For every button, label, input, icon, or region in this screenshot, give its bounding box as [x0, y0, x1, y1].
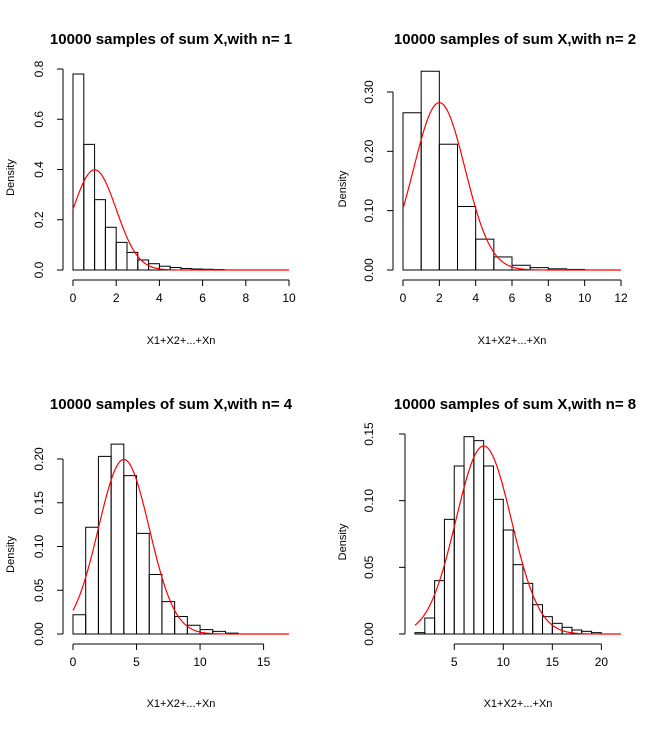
histogram-bar	[492, 498, 504, 635]
y-tick-label: 0.00	[362, 258, 376, 282]
y-tick-label: 0.10	[362, 489, 376, 513]
x-tick-label: 2	[436, 291, 443, 305]
histogram-bar	[115, 241, 128, 271]
x-tick-label: 10	[282, 291, 296, 305]
x-tick-label: 10	[497, 655, 511, 669]
histogram-bar	[420, 70, 440, 271]
x-tick-label: 15	[257, 655, 271, 669]
x-tick-label: 6	[509, 291, 516, 305]
chart-title: 10000 samples of sum X,with n= 4	[50, 396, 293, 413]
x-tick-label: 10	[193, 655, 207, 669]
y-tick-label: 0.6	[32, 111, 46, 128]
x-tick-label: 0	[70, 655, 77, 669]
histogram-bar	[502, 529, 514, 635]
x-tick-label: 5	[133, 655, 140, 669]
x-tick-label: 15	[546, 655, 560, 669]
histogram-bar	[424, 617, 436, 635]
y-tick-label: 0.2	[32, 211, 46, 228]
y-tick-label: 0.0	[32, 261, 46, 278]
x-tick-label: 6	[199, 291, 206, 305]
histogram-bar	[512, 564, 524, 635]
histogram-bar	[136, 532, 150, 635]
x-tick-label: 10	[578, 291, 592, 305]
x-tick-label: 2	[113, 291, 120, 305]
histogram-bar	[463, 436, 475, 635]
chart-panel-1: 10000 samples of sum X,with n= 1 0 2 4 6 8 10 0…	[5, 31, 296, 347]
y-axis-label: Density	[337, 523, 349, 560]
chart-title: 10000 samples of sum X,with n= 2	[394, 31, 636, 48]
histogram-bar	[414, 632, 426, 635]
x-tick-label: 4	[472, 291, 479, 305]
chart-title: 10000 samples of sum X,with n= 8	[394, 396, 636, 413]
y-tick-label: 0.10	[32, 534, 46, 558]
histogram-bar	[473, 440, 485, 635]
x-tick-label: 8	[545, 291, 552, 305]
x-axis-label: X1+X2+...+Xn	[147, 698, 216, 710]
x-tick-label: 5	[451, 655, 458, 669]
x-tick-label: 12	[614, 291, 628, 305]
x-tick-label: 20	[595, 655, 609, 669]
y-tick-label: 0.05	[362, 555, 376, 579]
chart-title: 10000 samples of sum X,with n= 1	[50, 31, 292, 48]
histogram-bar	[475, 238, 495, 271]
x-axis-label: X1+X2+...+Xn	[147, 335, 216, 347]
x-tick-label: 0	[400, 291, 407, 305]
histogram-bar	[532, 604, 544, 635]
histogram-bar	[483, 465, 494, 635]
histogram-bar	[72, 73, 85, 271]
y-tick-label: 0.10	[362, 199, 376, 223]
histogram-bar	[438, 143, 459, 271]
x-tick-label: 0	[70, 291, 77, 305]
histogram-bar	[402, 112, 422, 271]
histogram-bar	[104, 226, 117, 271]
y-tick-label: 0.20	[362, 139, 376, 163]
x-tick-label: 4	[156, 291, 163, 305]
histogram-bar	[123, 475, 138, 635]
y-axis-label: Density	[5, 536, 17, 573]
normal-density-curve	[72, 458, 289, 635]
histogram-bar	[85, 526, 99, 635]
y-tick-label: 0.00	[32, 622, 46, 646]
histogram-bar	[493, 256, 513, 271]
y-tick-label: 0.8	[32, 60, 46, 77]
y-tick-label: 0.15	[362, 422, 376, 446]
histogram-bar	[443, 518, 455, 635]
histogram-bar	[72, 614, 87, 635]
y-axis-label: Density	[337, 170, 349, 207]
x-axis-label: X1+X2+...+Xn	[484, 698, 553, 710]
x-tick-label: 8	[242, 291, 249, 305]
histogram-bar	[542, 616, 553, 635]
x-axis-label: X1+X2+...+Xn	[478, 335, 547, 347]
histogram-bar	[148, 574, 163, 635]
normal-density-curve	[72, 169, 289, 271]
histogram-bar	[94, 199, 106, 271]
chart-panel-4: 10000 samples of sum X,with n= 8 5 10 15 20 0…	[337, 396, 636, 710]
normal-density-curve	[402, 102, 621, 271]
histogram-bar	[97, 455, 112, 635]
y-axis-label: Density	[5, 159, 17, 196]
histogram-bar	[434, 580, 445, 635]
histogram-bar	[457, 206, 477, 271]
y-tick-label: 0.20	[32, 447, 46, 471]
normal-density-curve	[414, 445, 621, 635]
chart-panel-3: 10000 samples of sum X,with n= 4 0 5 10 15 0.…	[5, 396, 293, 710]
y-tick-label: 0.30	[362, 80, 376, 104]
histogram-bar	[83, 143, 96, 271]
y-tick-label: 0.4	[32, 161, 46, 178]
histogram-bar	[110, 443, 125, 635]
y-tick-label: 0.05	[32, 578, 46, 602]
y-tick-label: 0.00	[362, 622, 376, 646]
y-tick-label: 0.15	[32, 491, 46, 515]
chart-panel-2: 10000 samples of sum X,with n= 2 0 2 4 6 8 10 1…	[337, 31, 636, 347]
